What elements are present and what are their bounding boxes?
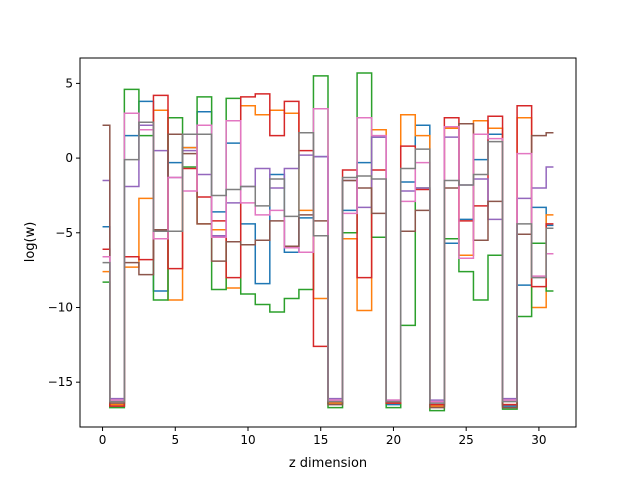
plot-frame xyxy=(79,57,577,428)
x-axis-label: z dimension xyxy=(289,456,367,471)
x-tick-label-4: 20 xyxy=(386,433,401,447)
x-tick-label-1: 5 xyxy=(171,433,179,447)
y-tick-label-4: 5 xyxy=(65,76,73,90)
x-tick-label-5: 25 xyxy=(459,433,474,447)
x-tick-label-6: 30 xyxy=(531,433,546,447)
y-axis-label: log(w) xyxy=(23,222,38,263)
series-layer xyxy=(102,72,554,412)
y-tick-label-0: −15 xyxy=(48,375,73,389)
y-tick-label-1: −10 xyxy=(48,300,73,314)
x-tick-label-0: 0 xyxy=(99,433,107,447)
series-line-8 xyxy=(102,121,554,404)
x-tick-label-3: 15 xyxy=(313,433,328,447)
x-tick-label-2: 10 xyxy=(240,433,255,447)
y-tick-label-2: −5 xyxy=(55,226,73,240)
y-tick-label-3: 0 xyxy=(65,151,73,165)
ticks-layer: 0 5 10 15 20 25 30 −15 −10 −5 0 5 xyxy=(48,76,547,447)
